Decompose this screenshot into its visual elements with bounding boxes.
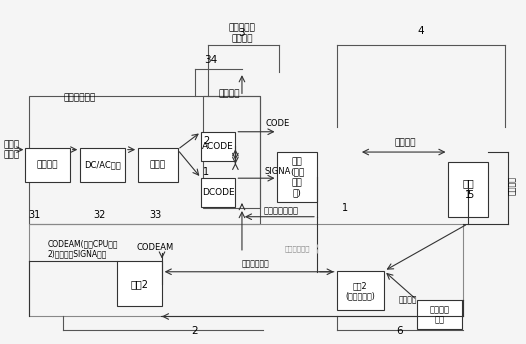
Bar (203, 96, 260, 208)
Text: ACODE: ACODE (203, 142, 234, 151)
Bar (117, 261, 162, 306)
Text: 数字签字信号: 数字签字信号 (241, 259, 269, 268)
Text: 码序和基准时钟: 码序和基准时钟 (264, 206, 299, 215)
Bar (201, 132, 235, 161)
Text: 2: 2 (203, 136, 209, 146)
Text: 同步信号: 同步信号 (398, 296, 417, 305)
Text: 编码电路: 编码电路 (218, 89, 240, 98)
Bar (29, 96, 260, 224)
Text: 外部电
平信号: 外部电 平信号 (4, 140, 19, 159)
Text: 下一级安全
输入电路: 下一级安全 输入电路 (228, 24, 256, 43)
Text: 34: 34 (204, 55, 217, 65)
Bar (25, 148, 69, 182)
Bar (448, 162, 488, 217)
Text: 时钟电路
模块: 时钟电路 模块 (429, 305, 449, 324)
Text: 1: 1 (341, 203, 348, 213)
Text: 数字签字信号: 数字签字信号 (285, 245, 310, 252)
Bar (138, 148, 178, 182)
Text: 滤波电路: 滤波电路 (37, 161, 58, 170)
Text: 6: 6 (397, 326, 403, 336)
Text: 系统总线: 系统总线 (394, 138, 416, 147)
Text: 系统
1: 系统 1 (462, 179, 474, 200)
Text: 3: 3 (239, 28, 245, 38)
Bar (417, 300, 462, 330)
Text: 33: 33 (149, 210, 161, 220)
Bar (80, 148, 125, 182)
Text: 2: 2 (191, 326, 198, 336)
Text: 模块2
(串行转并行): 模块2 (串行转并行) (346, 281, 375, 300)
Bar (337, 271, 384, 310)
Text: 4: 4 (418, 26, 424, 36)
Text: 模块
(串行
转并
行): 模块 (串行 转并 行) (290, 157, 305, 197)
Text: DC/AC模块: DC/AC模块 (84, 161, 121, 170)
Text: 5: 5 (468, 190, 474, 200)
Text: CODEAM: CODEAM (137, 243, 174, 252)
Text: SIGNA: SIGNA (265, 167, 291, 176)
Text: 系统2: 系统2 (130, 279, 148, 289)
Text: DCODE: DCODE (202, 188, 235, 197)
Text: 1: 1 (203, 167, 209, 177)
Text: CODE: CODE (266, 119, 290, 128)
Bar (201, 178, 235, 207)
Text: 变压器: 变压器 (150, 161, 166, 170)
Text: 32: 32 (94, 210, 106, 220)
Text: CODEAM(来自CPU系统
2)或上一级SIGNA信号: CODEAM(来自CPU系统 2)或上一级SIGNA信号 (47, 239, 118, 258)
Bar (29, 224, 463, 316)
Text: 安全输入电路: 安全输入电路 (63, 93, 95, 102)
Text: 同步信号: 同步信号 (508, 176, 518, 195)
Text: 31: 31 (28, 210, 41, 220)
Bar (278, 152, 317, 202)
